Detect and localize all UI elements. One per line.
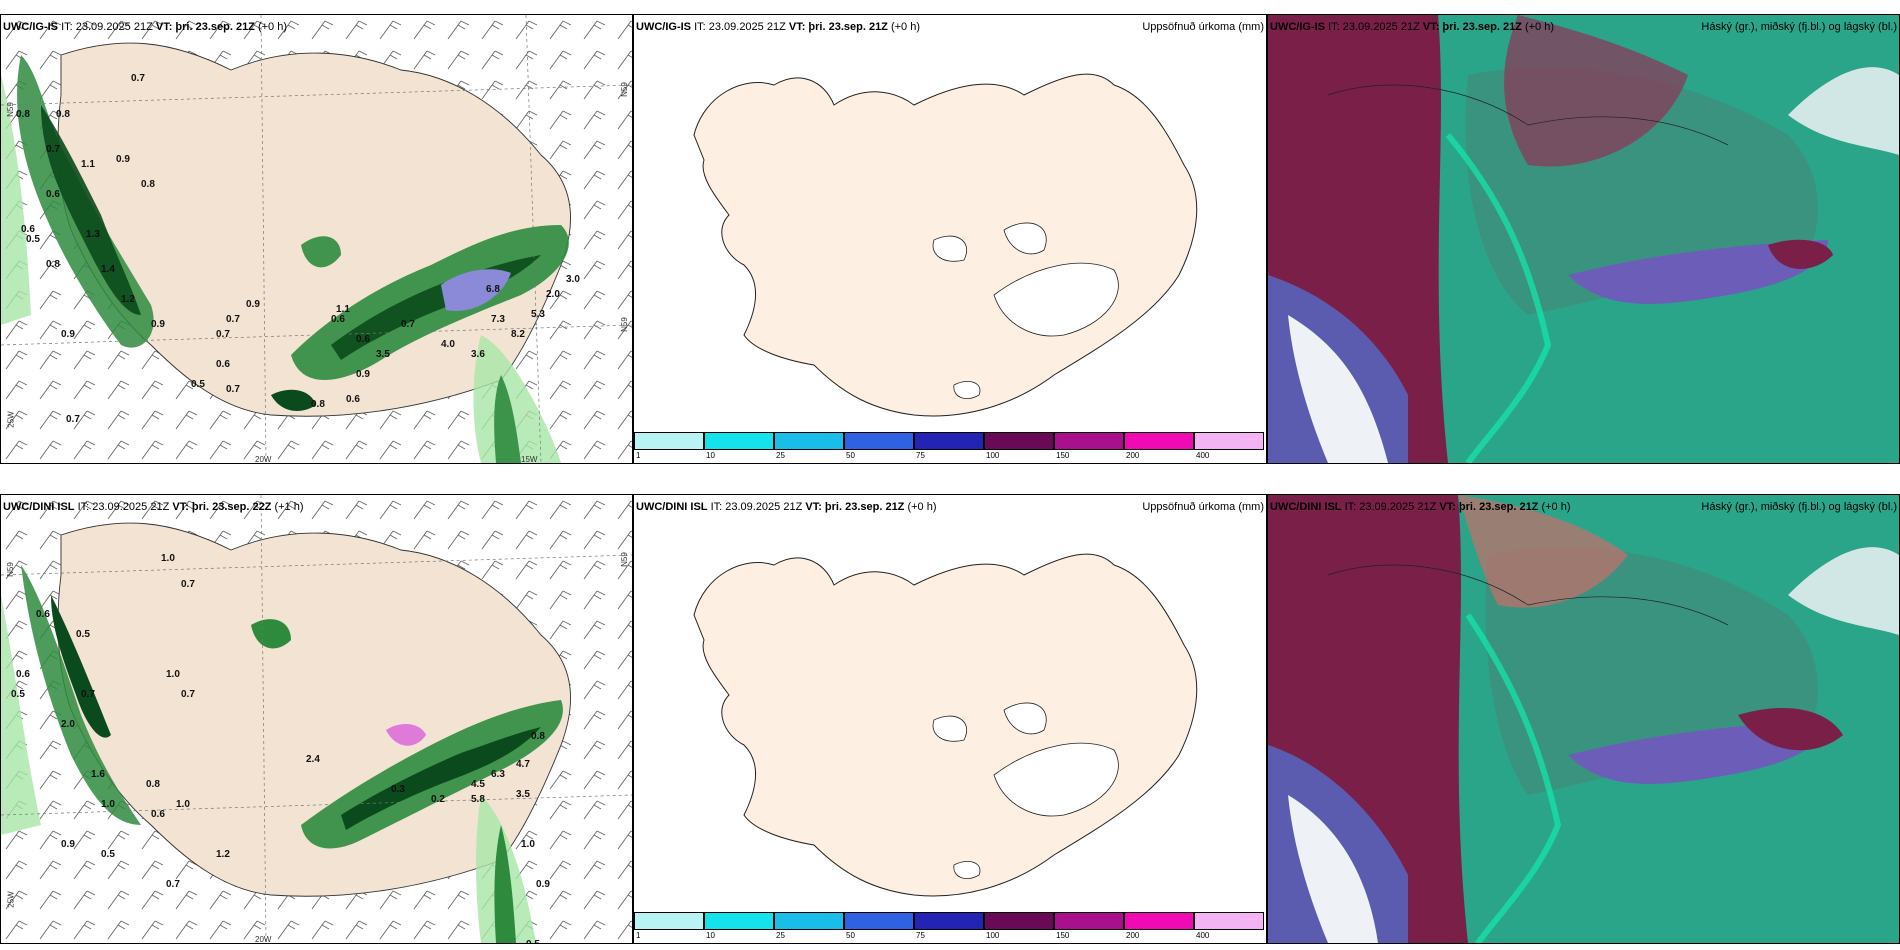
colorbar-tick-label: 10: [706, 451, 715, 460]
panel-subtitle: Háský (gr.), miðský (fj.bl.) og lágský (…: [1701, 501, 1897, 513]
colorbar-swatch: [634, 432, 704, 450]
colorbar-tick-label: 400: [1196, 451, 1210, 460]
colorbar-swatch: [844, 912, 914, 930]
panel-accum-precip-2: UWC/DINI ISL IT: 23.09.2025 21Z VT: þri.…: [633, 494, 1267, 944]
panel-clouds-2: UWC/DINI ISL IT: 23.09.2025 21Z VT: þri.…: [1267, 494, 1900, 944]
colorbar-tick-label: 50: [846, 451, 855, 460]
precip-colorbar: 1 10 25 50 75 100 150 200 400: [634, 912, 1264, 942]
panel-wind-precip-2: UWC/DINI ISL IT: 23.09.2025 21Z VT: þri.…: [0, 494, 633, 944]
colorbar-swatch: [634, 912, 704, 930]
colorbar-tick-label: 1: [636, 451, 641, 460]
panel-wind-precip-1: UWC/IG-IS IT: 23.09.2025 21Z VT: þri. 23…: [0, 14, 633, 464]
colorbar-tick-label: 75: [916, 931, 925, 940]
colorbar-swatch: [914, 912, 984, 930]
colorbar-tick-label: 150: [1056, 451, 1070, 460]
precip-wind-map: [1, 495, 632, 943]
panel-accum-precip-1: UWC/IG-IS IT: 23.09.2025 21Z VT: þri. 23…: [633, 14, 1267, 464]
colorbar-tick-label: 10: [706, 931, 715, 940]
lat-label: N59: [619, 82, 629, 97]
colorbar-tick-label: 50: [846, 931, 855, 940]
colorbar-swatch: [1194, 432, 1264, 450]
lat-label: N59: [619, 552, 629, 567]
panel-title: UWC/DINI ISL IT: 23.09.2025 21Z VT: þri.…: [3, 501, 304, 513]
panel-clouds-1: UWC/IG-IS IT: 23.09.2025 21Z VT: þri. 23…: [1267, 14, 1900, 464]
lon-label: 15W: [521, 455, 538, 464]
accum-precip-map: [693, 73, 1198, 417]
colorbar-swatch: [984, 432, 1054, 450]
colorbar-swatch: [914, 432, 984, 450]
colorbar-tick-label: 150: [1056, 931, 1070, 940]
colorbar-tick-label: 75: [916, 451, 925, 460]
colorbar-tick-label: 25: [776, 931, 785, 940]
colorbar-tick-label: 400: [1196, 931, 1210, 940]
panel-title: UWC/DINI ISL IT: 23.09.2025 21Z VT: þri.…: [636, 501, 937, 513]
colorbar-swatch: [1124, 432, 1194, 450]
lon-label: 25W: [6, 891, 16, 908]
colorbar-swatch: [704, 912, 774, 930]
cloud-cover-map: [1268, 15, 1899, 463]
precip-colorbar: 1 10 25 50 75 100 150 200 400: [634, 432, 1264, 462]
panel-subtitle: Háský (gr.), miðský (fj.bl.) og lágský (…: [1701, 21, 1897, 33]
colorbar-tick-label: 200: [1126, 451, 1140, 460]
panel-title: UWC/DINI ISL IT: 23.09.2025 21Z VT: þri.…: [1270, 501, 1571, 513]
panel-title: UWC/IG-IS IT: 23.09.2025 21Z VT: þri. 23…: [1270, 21, 1555, 33]
precip-wind-map: [1, 15, 632, 463]
colorbar-swatch: [1054, 432, 1124, 450]
lat-label: N59: [5, 562, 15, 577]
cloud-cover-map: [1268, 495, 1899, 943]
lon-label: 20W: [255, 935, 272, 944]
panel-title: UWC/IG-IS IT: 23.09.2025 21Z VT: þri. 23…: [3, 21, 288, 33]
lon-label: 25W: [6, 411, 16, 428]
lat-label: N59: [619, 317, 629, 332]
lat-label: N59: [5, 102, 15, 117]
colorbar-tick-label: 100: [986, 451, 1000, 460]
colorbar-swatch: [704, 432, 774, 450]
colorbar-swatch: [844, 432, 914, 450]
colorbar-swatch: [1054, 912, 1124, 930]
panel-subtitle: Uppsöfnuð úrkoma (mm): [1142, 501, 1264, 513]
lon-label: 20W: [255, 455, 272, 464]
colorbar-tick-label: 1: [636, 931, 641, 940]
panel-subtitle: Uppsöfnuð úrkoma (mm): [1142, 21, 1264, 33]
colorbar-tick-label: 25: [776, 451, 785, 460]
colorbar-tick-label: 200: [1126, 931, 1140, 940]
panel-title: UWC/IG-IS IT: 23.09.2025 21Z VT: þri. 23…: [636, 21, 921, 33]
colorbar-tick-label: 100: [986, 931, 1000, 940]
colorbar-swatch: [774, 912, 844, 930]
colorbar-swatch: [1194, 912, 1264, 930]
accum-precip-map: [693, 553, 1198, 897]
colorbar-swatch: [774, 432, 844, 450]
colorbar-swatch: [1124, 912, 1194, 930]
colorbar-swatch: [984, 912, 1054, 930]
